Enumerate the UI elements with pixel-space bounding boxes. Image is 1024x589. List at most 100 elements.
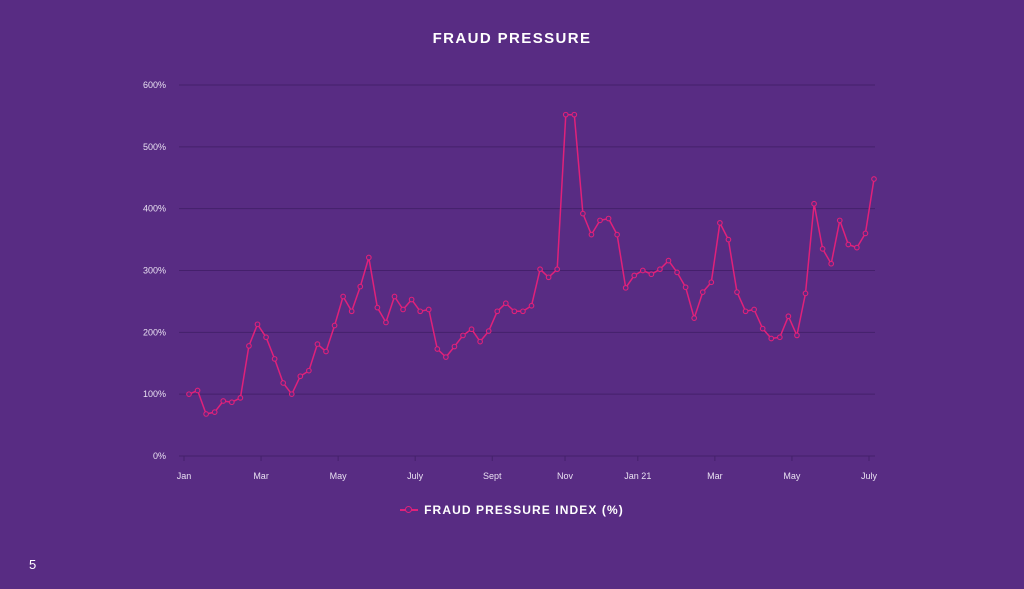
- x-tick-label: May: [783, 471, 801, 481]
- data-point: [468, 326, 475, 333]
- data-point: [562, 111, 569, 118]
- data-point: [314, 341, 321, 347]
- data-point: [443, 354, 449, 360]
- x-tick-label: Mar: [707, 471, 723, 481]
- data-point: [545, 274, 552, 281]
- data-point: [306, 367, 312, 374]
- y-tick-label: 0%: [153, 451, 166, 461]
- data-point: [828, 260, 835, 267]
- x-tick-label: Nov: [557, 471, 574, 481]
- x-tick-label: July: [407, 471, 424, 481]
- data-point: [759, 325, 766, 332]
- data-point: [665, 257, 672, 264]
- data-point: [237, 395, 244, 401]
- data-point: [588, 231, 595, 238]
- x-tick-label: July: [861, 471, 878, 481]
- legend: FRAUD PRESSURE INDEX (%): [0, 503, 1024, 517]
- data-point: [605, 215, 612, 222]
- data-point: [554, 266, 561, 273]
- data-point: [425, 306, 432, 313]
- data-point: [520, 308, 526, 315]
- data-point: [297, 373, 304, 380]
- data-point: [263, 334, 269, 341]
- chart-title: FRAUD PRESSURE: [432, 30, 592, 47]
- data-point: [751, 306, 757, 313]
- y-tick-label: 400%: [143, 204, 166, 214]
- data-point: [648, 271, 655, 278]
- data-point: [674, 269, 680, 276]
- data-point: [340, 293, 346, 300]
- data-point: [734, 289, 740, 295]
- y-tick-label: 600%: [143, 80, 166, 90]
- data-point: [211, 409, 218, 415]
- data-point: [819, 246, 826, 252]
- data-point: [597, 217, 603, 224]
- data-point: [323, 348, 329, 355]
- data-point: [203, 411, 209, 417]
- data-point: [862, 230, 869, 237]
- data-point: [280, 380, 287, 386]
- legend-label: FRAUD PRESSURE INDEX (%): [424, 503, 624, 517]
- data-point: [699, 289, 706, 295]
- x-tick-label: Sept: [483, 471, 502, 481]
- data-point: [657, 266, 663, 273]
- data-point: [417, 308, 424, 315]
- data-point: [408, 296, 415, 303]
- data-point: [776, 334, 783, 341]
- legend-line-marker-icon: [400, 505, 419, 515]
- data-point: [357, 283, 364, 290]
- y-tick-label: 200%: [143, 327, 166, 337]
- data-point: [271, 356, 278, 362]
- data-point: [571, 111, 578, 118]
- x-tick-label: Mar: [253, 471, 269, 481]
- y-tick-label: 500%: [143, 142, 166, 152]
- data-point: [802, 290, 809, 297]
- data-point: [494, 308, 501, 315]
- page-number: 5: [29, 557, 37, 572]
- data-point: [836, 217, 843, 224]
- data-point: [785, 313, 792, 320]
- data-point: [485, 328, 492, 334]
- data-point: [854, 244, 860, 251]
- y-axis: 0% 100% 200% 300% 400% 500% 600%: [143, 80, 166, 461]
- data-point: [708, 279, 715, 286]
- data-point: [511, 308, 518, 315]
- gridlines: [179, 84, 875, 457]
- data-point: [186, 391, 192, 398]
- data-point: [502, 300, 509, 307]
- data-point: [391, 293, 398, 300]
- data-point: [622, 284, 629, 291]
- data-point: [725, 236, 732, 243]
- x-tick-label: May: [330, 471, 348, 481]
- data-point: [537, 266, 543, 273]
- data-point: [614, 231, 620, 238]
- x-tick-label: Jan 21: [624, 471, 651, 481]
- data-point: [374, 304, 381, 311]
- data-point: [742, 308, 749, 315]
- data-point: [811, 200, 817, 207]
- data-point: [477, 338, 483, 345]
- data-point: [383, 319, 389, 326]
- data-point: [400, 306, 406, 313]
- data-point: [580, 210, 586, 217]
- data-point: [528, 302, 535, 309]
- data-point: [631, 272, 638, 279]
- data-point: [794, 332, 800, 339]
- data-point: [768, 335, 775, 342]
- series-fraud-pressure-index: [186, 111, 877, 417]
- data-point: [220, 398, 227, 404]
- data-point: [682, 284, 689, 291]
- data-point: [254, 321, 261, 328]
- data-point: [871, 176, 877, 182]
- data-point: [228, 399, 235, 406]
- data-point: [246, 343, 252, 349]
- data-point: [691, 315, 698, 321]
- x-tick-label: Jan: [177, 471, 192, 481]
- data-point: [845, 241, 852, 248]
- data-point: [194, 387, 201, 394]
- data-point: [460, 332, 466, 339]
- data-point: [639, 267, 646, 274]
- data-point: [331, 322, 338, 329]
- y-tick-label: 100%: [143, 389, 166, 399]
